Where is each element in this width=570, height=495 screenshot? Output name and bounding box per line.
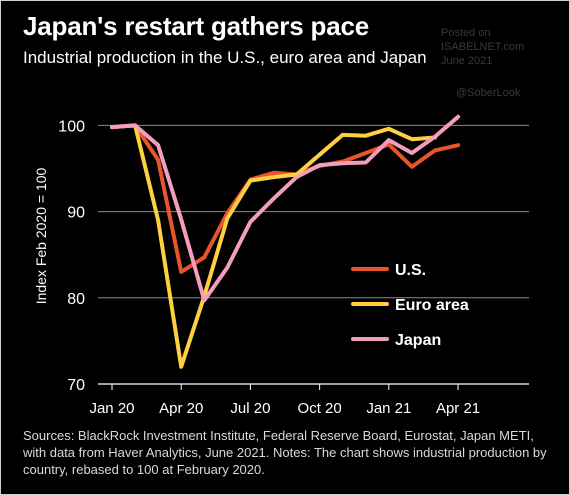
- y-tick-label-70: 70: [67, 377, 85, 394]
- x-tick-label-jan-20: Jan 20: [89, 400, 134, 417]
- x-tick-label-jul-20: Jul 20: [230, 400, 270, 417]
- x-axis: Jan 20 Apr 20 Jul 20 Oct 20 Jan 21 Apr 21: [89, 383, 529, 417]
- y-tick-labels: 70 80 90 100: [58, 118, 85, 394]
- watermark-line-3: June 2021: [441, 55, 493, 67]
- line-chart: 70 80 90 100 Jan 20 Apr 20 Jul 20 Oct 20 Jan 21…: [33, 114, 529, 417]
- watermark-line-2: ISABELNET.com: [441, 41, 525, 53]
- chart-footnote: Sources: BlackRock Investment Institute,…: [23, 428, 547, 477]
- chart-title: Japan's restart gathers pace: [23, 11, 369, 41]
- series-line-japan: [110, 114, 461, 303]
- y-tick-label-90: 90: [67, 205, 85, 222]
- x-tick-label-jan-21: Jan 21: [366, 400, 411, 417]
- x-tick-label-apr-21: Apr 21: [436, 400, 480, 417]
- y-tick-label-80: 80: [67, 291, 85, 308]
- legend-label-u-s: U.S.: [395, 262, 426, 279]
- x-tick-label-apr-20: Apr 20: [159, 400, 203, 417]
- y-axis-label: Index Feb 2020 = 100: [33, 167, 49, 304]
- watermark-handle: @SoberLook: [456, 87, 521, 99]
- watermark-line-1: Posted on: [441, 27, 491, 39]
- chart-subtitle: Industrial production in the U.S., euro …: [23, 48, 427, 67]
- gridlines: [98, 124, 529, 299]
- y-tick-label-100: 100: [58, 118, 85, 135]
- legend: U.S. Euro area Japan: [351, 262, 469, 349]
- series-line-u-s: [110, 123, 461, 274]
- legend-label-japan: Japan: [395, 332, 441, 349]
- series-line-euro-area: [110, 123, 437, 369]
- series-lines: [110, 114, 461, 369]
- legend-label-euro-area: Euro area: [395, 297, 469, 314]
- x-tick-label-oct-20: Oct 20: [298, 400, 342, 417]
